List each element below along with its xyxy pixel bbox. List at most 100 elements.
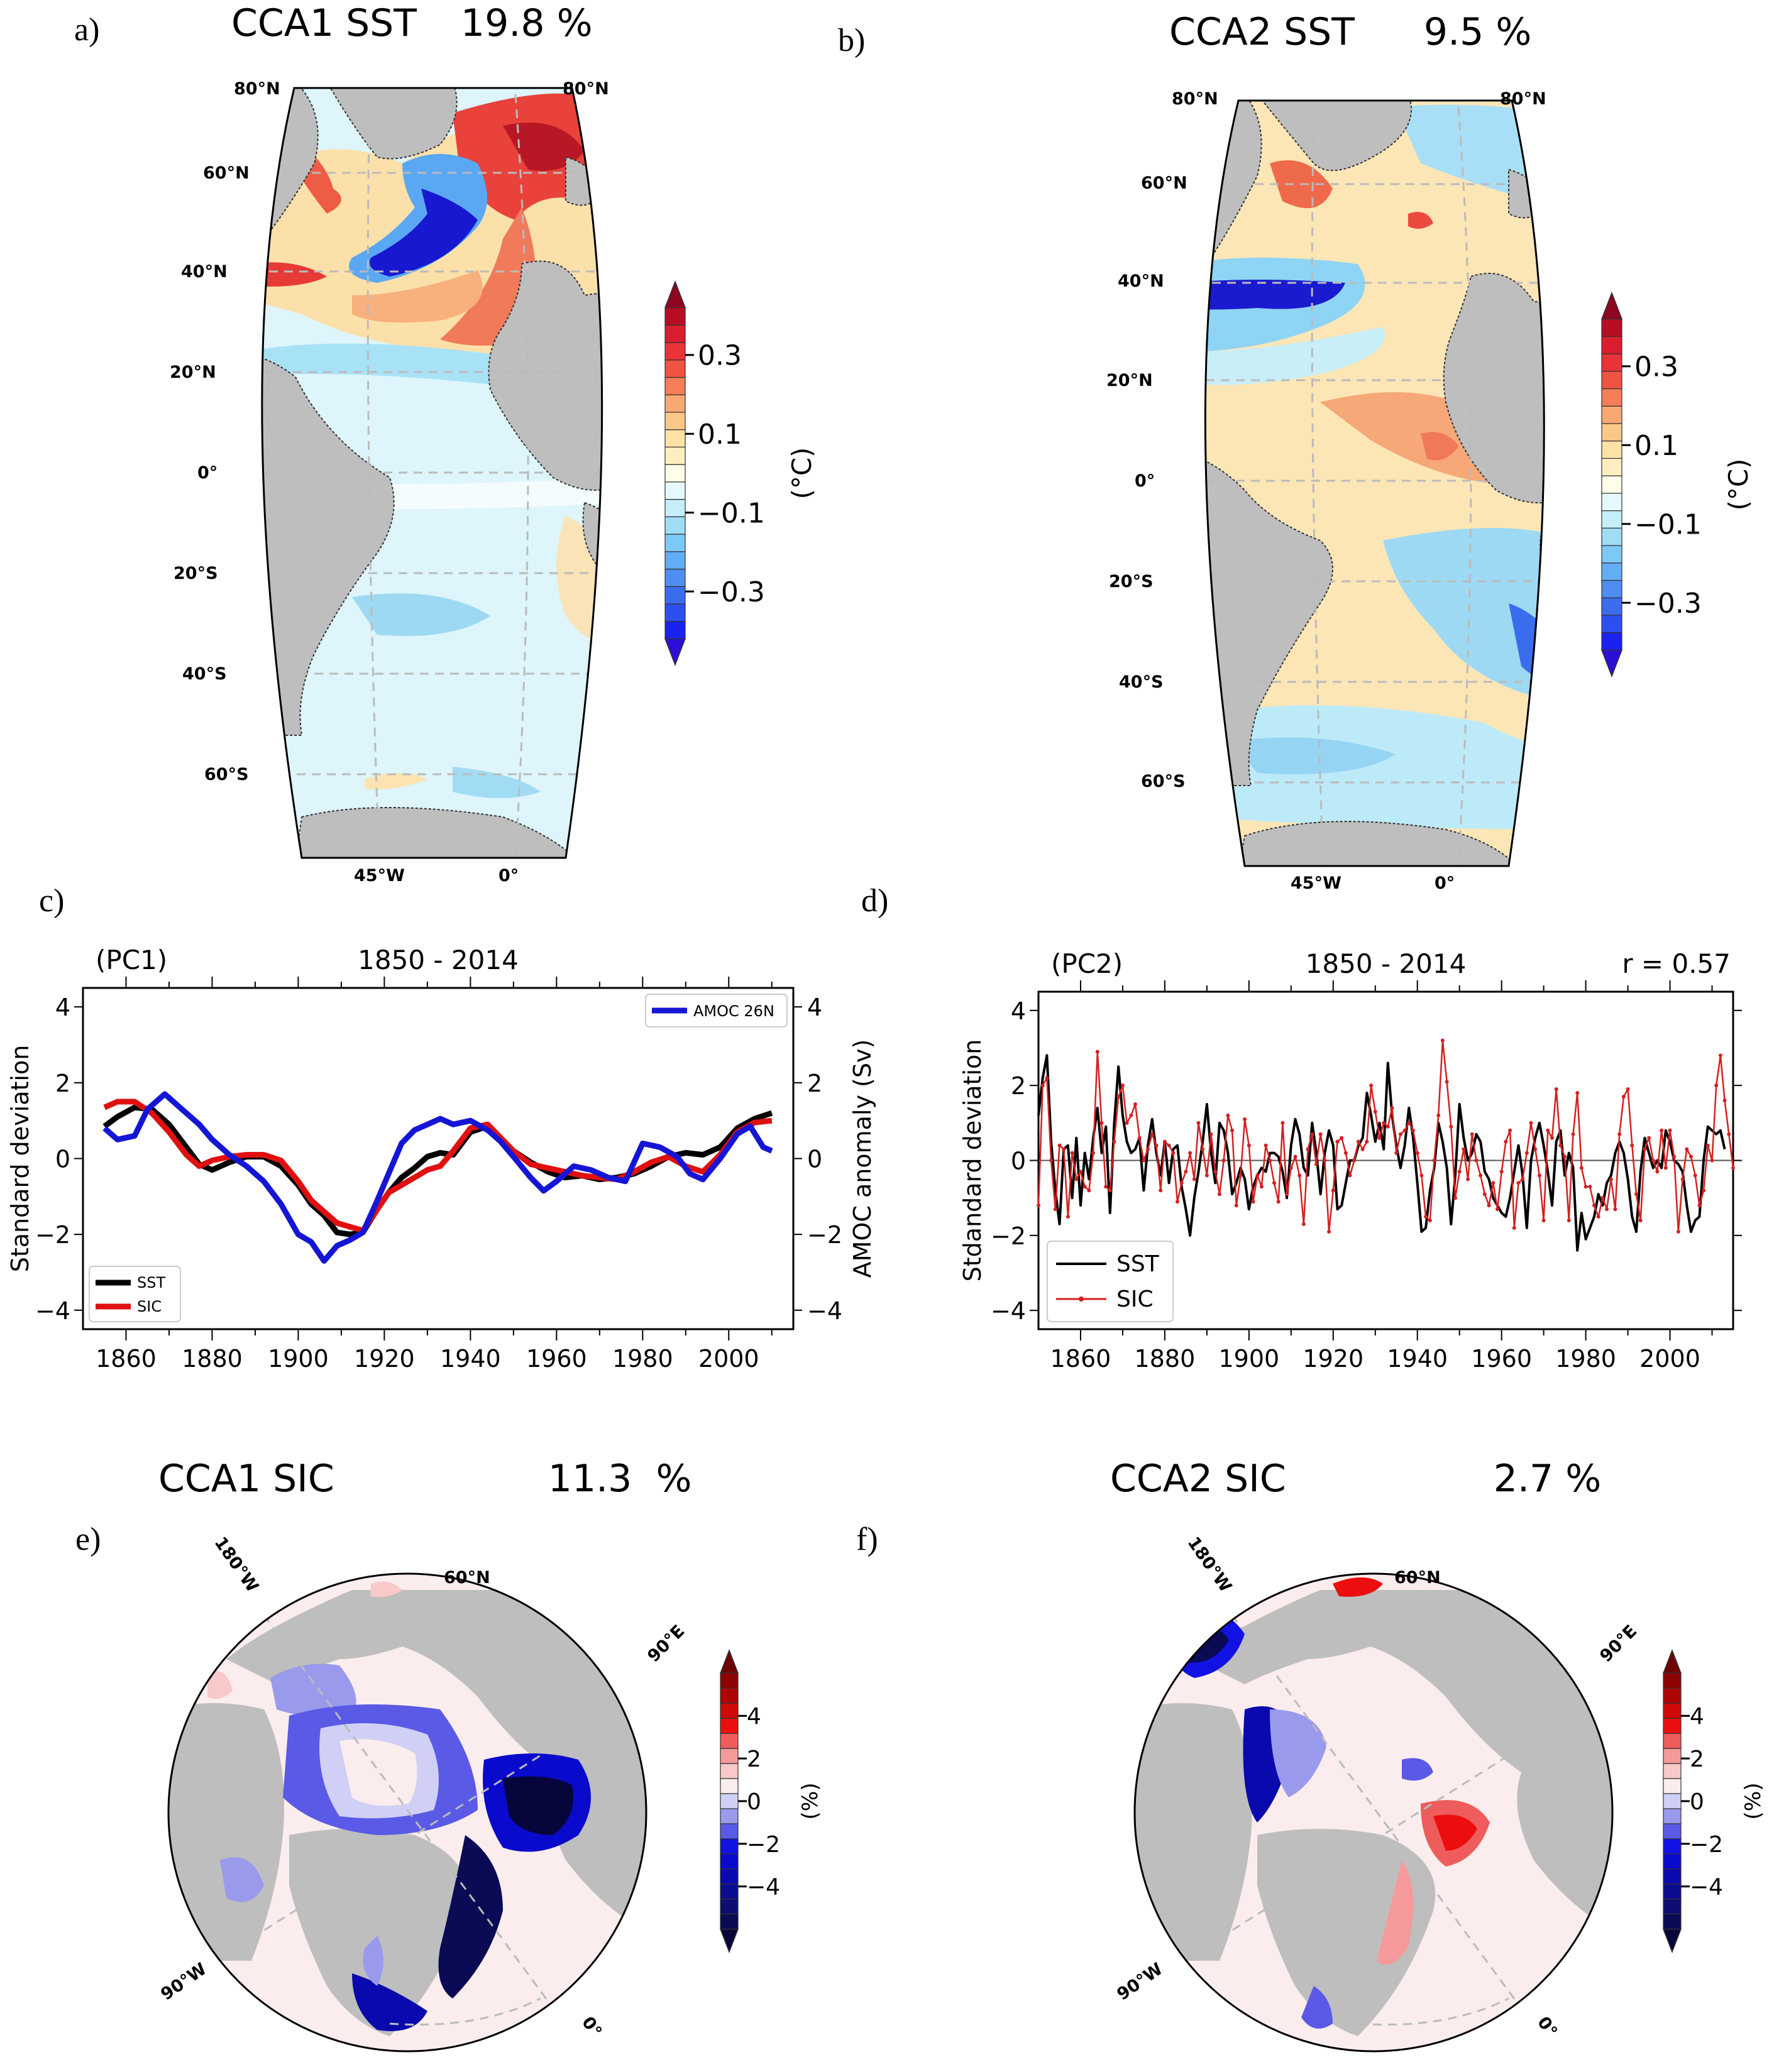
series-point-sic — [1255, 1173, 1260, 1178]
series-point-sic — [1563, 1154, 1567, 1159]
series-point-sic — [1062, 1147, 1066, 1151]
colorbar-level — [664, 551, 686, 570]
y-tick-label-right: 4 — [807, 994, 822, 1021]
colorbar-level — [1663, 1702, 1682, 1719]
series-point-sic — [1112, 1139, 1116, 1144]
colorbar-extend-max — [719, 1648, 739, 1674]
y-tick-label: −4 — [35, 1297, 70, 1325]
lat-label-20n-a: 20°N — [170, 363, 216, 382]
series-point-sic — [1419, 1173, 1424, 1178]
colorbar-level — [1663, 1793, 1682, 1809]
colorbar-level — [1601, 597, 1622, 616]
legend-label: SIC — [1116, 1286, 1154, 1312]
series-point-sic — [1331, 1188, 1335, 1193]
colorbar-level — [664, 359, 686, 378]
colorbar-extend-min — [1662, 1928, 1682, 1954]
colorbar-level — [1601, 562, 1622, 581]
series-point-sic — [1162, 1139, 1167, 1144]
legend-marker — [1079, 1296, 1084, 1302]
lat-label-40n-b: 40°N — [1118, 271, 1164, 291]
series-point-sic — [1327, 1229, 1331, 1234]
series-point-sic — [1643, 1147, 1647, 1151]
colorbar-tick-label: −0.3 — [698, 576, 765, 608]
y-tick-label: 0 — [1011, 1148, 1026, 1175]
polar-frame-f — [1133, 1572, 1614, 2053]
colorbar-tick-label: 0.1 — [1634, 430, 1678, 462]
colorbar-level — [664, 429, 686, 448]
series-point-sic — [1718, 1053, 1722, 1058]
colorbar-tick-label: −0.1 — [698, 498, 765, 530]
series-point-sic — [1264, 1143, 1268, 1148]
lat-label-40n-a: 40°N — [181, 262, 228, 282]
series-point-sic — [1655, 1170, 1660, 1174]
series-point-sic — [1575, 1091, 1580, 1095]
x-tick-label: 1980 — [1555, 1345, 1616, 1373]
series-point-sic — [1314, 1162, 1318, 1166]
series-point-sic — [1546, 1128, 1550, 1132]
graticule-b — [1205, 106, 1545, 866]
x-tick-label: 1920 — [1303, 1345, 1363, 1373]
lat-label-40s-b: 40°S — [1119, 672, 1164, 692]
lat-label-20n-b: 20°N — [1106, 371, 1153, 390]
y-tick-label: −4 — [991, 1297, 1026, 1325]
colorbar-level — [720, 1748, 739, 1764]
colorbar-tick-label: 0.3 — [1634, 351, 1678, 383]
series-point-sic — [1226, 1113, 1230, 1117]
series-point-sic — [1318, 1132, 1323, 1136]
series-point-sic — [1377, 1136, 1382, 1140]
series-point-sic — [1579, 1166, 1583, 1170]
series-point-sic — [1213, 1170, 1218, 1174]
colorbar-level — [1601, 458, 1622, 476]
x-tick-label: 1900 — [268, 1345, 329, 1373]
colorbar-unit-label: (%) — [1741, 1782, 1766, 1819]
series-point-sic — [1251, 1200, 1255, 1204]
series-point-sic — [1192, 1177, 1196, 1181]
colorbar-level — [720, 1763, 739, 1779]
series-point-sic — [1600, 1196, 1605, 1200]
series-point-sic — [1276, 1200, 1281, 1204]
series-point-sic — [1402, 1128, 1407, 1132]
series-point-sic — [1449, 1124, 1453, 1129]
series-point-sic — [1049, 1158, 1054, 1163]
map-cca2-sic — [1133, 1572, 1614, 2053]
lat-label-80n-b: 80°N — [1172, 89, 1218, 109]
colorbar-tick-label: −2 — [747, 1832, 780, 1858]
y-axis-label: Standard deviation — [6, 1045, 34, 1273]
series-line-sic — [103, 1099, 773, 1234]
lat-label-40s-a: 40°S — [182, 664, 227, 684]
series-point-sic — [1356, 1139, 1360, 1144]
series-point-sic — [1167, 1143, 1171, 1148]
series-line-amoc-26n — [102, 1091, 773, 1264]
lat-label-80n-right-b: 80°N — [1500, 89, 1546, 109]
panel-label-e: e) — [75, 1521, 101, 1557]
y-tick-label: 0 — [55, 1146, 70, 1173]
series-point-sic — [1217, 1192, 1221, 1197]
map-cca1-sic — [167, 1572, 647, 2053]
panel-a-title: CCA1 SST 19.8 % — [231, 1, 593, 45]
lat-label-60n-a: 60°N — [203, 163, 250, 183]
series-point-sic — [1373, 1109, 1377, 1114]
series-point-sic — [1541, 1218, 1546, 1222]
series-point-sic — [1082, 1185, 1087, 1189]
colorbar-tick-label: −4 — [1690, 1875, 1723, 1900]
series-line-sst — [1037, 1054, 1726, 1252]
series-point-sic — [1171, 1151, 1176, 1155]
lon-label-0-b: 0° — [1435, 874, 1455, 893]
colorbar-level — [664, 534, 686, 552]
colorbar-level — [1663, 1763, 1682, 1779]
series-point-sic — [1567, 1218, 1571, 1222]
series-point-sic — [1710, 1158, 1714, 1163]
series-point-sic — [1705, 1143, 1710, 1148]
colorbar-sic-e: 4 2 0 −2 −4 (%) — [719, 1648, 823, 1954]
colorbar-level — [664, 464, 686, 483]
y-tick-label: −2 — [991, 1222, 1026, 1250]
series-point-sic — [1078, 1170, 1082, 1174]
panel-label-c: c) — [39, 883, 65, 919]
sst-field-a — [262, 88, 602, 858]
series-point-sic — [1352, 1158, 1357, 1163]
series-point-sic — [1445, 1080, 1449, 1084]
lat-label-60n-b: 60°N — [1141, 173, 1187, 193]
series-point-sic — [1537, 1173, 1541, 1178]
colorbar-level — [664, 394, 686, 413]
series-point-sic — [1365, 1139, 1369, 1144]
